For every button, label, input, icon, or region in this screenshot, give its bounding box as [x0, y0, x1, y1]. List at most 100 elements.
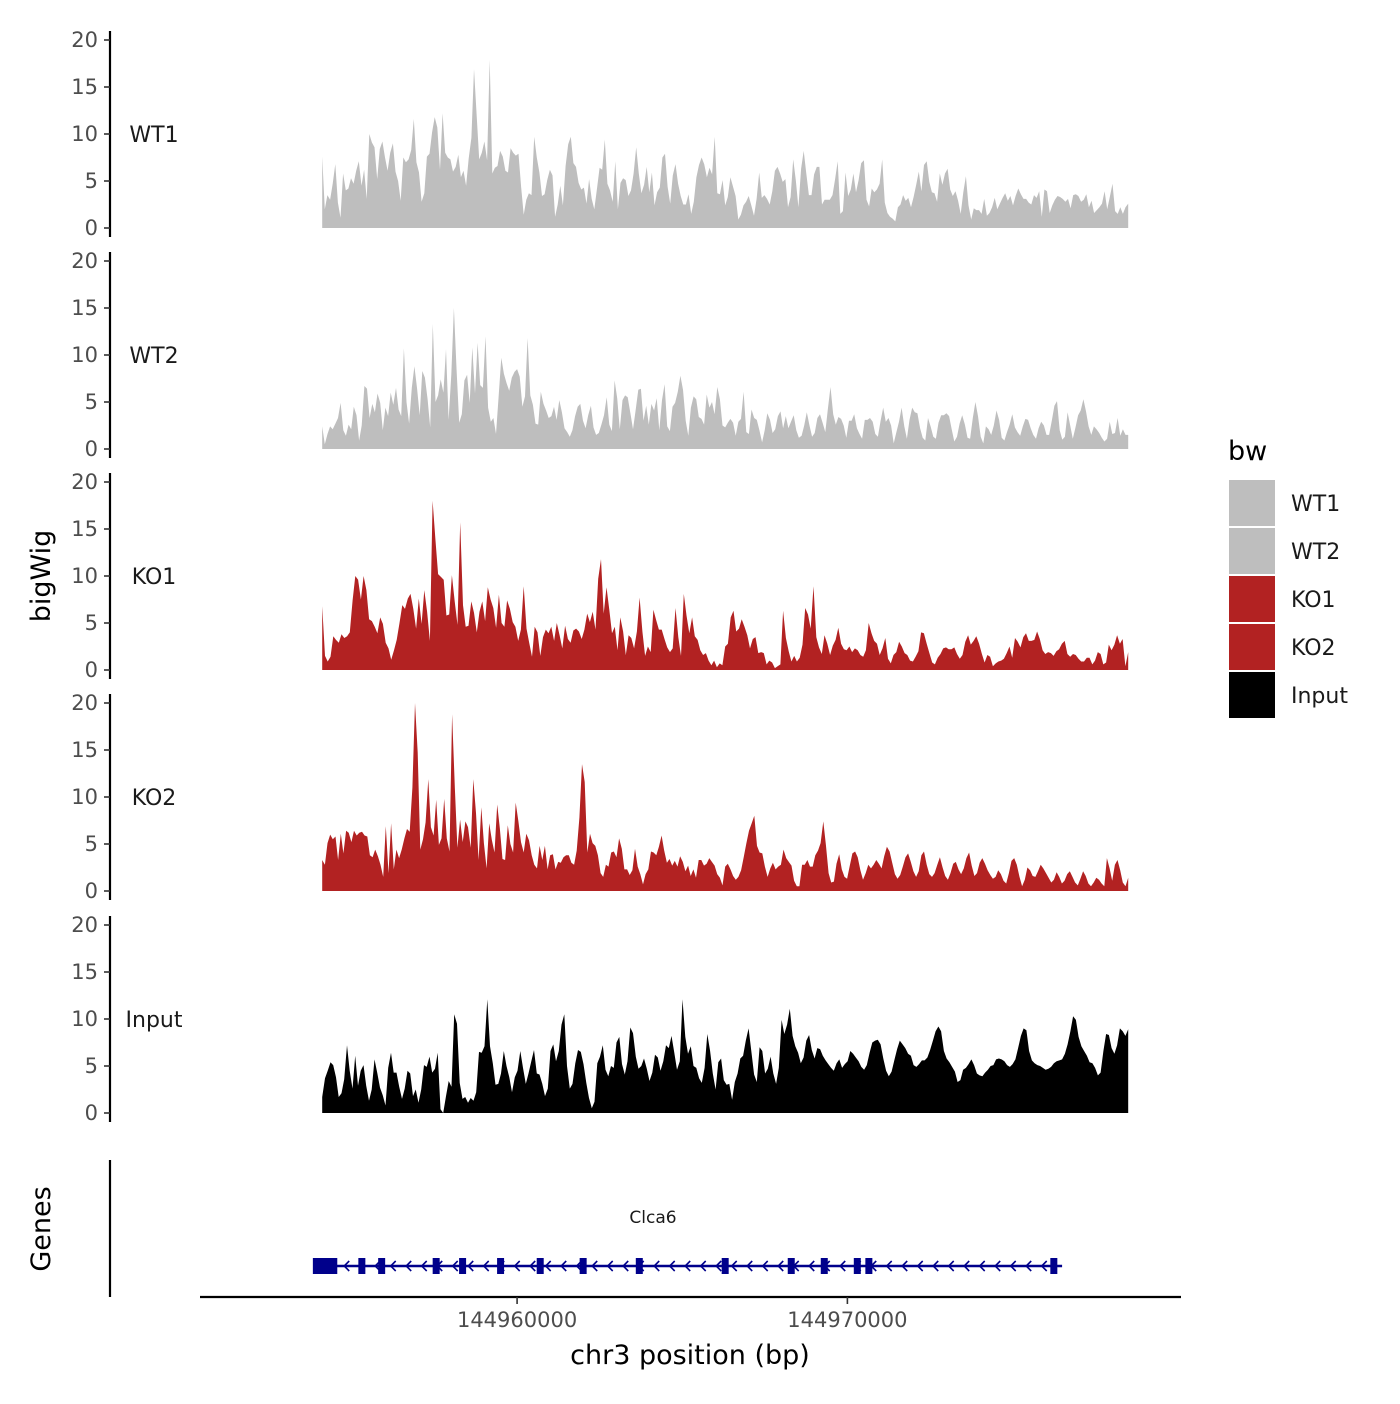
gene-exon [432, 1258, 440, 1274]
strand-arrow [684, 1260, 691, 1272]
strand-arrow [529, 1260, 536, 1272]
strand-arrow [668, 1260, 676, 1272]
y-tick-label: 15 [71, 296, 98, 320]
strand-arrow [606, 1260, 614, 1272]
legend-label: WT2 [1291, 540, 1340, 565]
legend-label: WT1 [1291, 492, 1340, 517]
strand-arrow [730, 1260, 738, 1272]
legend-entry: KO2 [1229, 624, 1336, 670]
y-tick-label: 0 [85, 879, 98, 903]
area-ko1 [322, 500, 1129, 670]
x-tick-label: 144960000 [457, 1308, 577, 1332]
y-tick-label: 5 [85, 169, 98, 193]
gene-exon [820, 1258, 828, 1274]
y-tick-label: 10 [71, 785, 98, 809]
legend-swatch [1229, 576, 1275, 622]
strand-arrow [420, 1260, 428, 1272]
gene-exon [358, 1258, 366, 1274]
gene-exon [721, 1258, 729, 1274]
legend-title: bw [1228, 436, 1267, 467]
x-tick-label: 144970000 [787, 1308, 907, 1332]
strand-arrow [761, 1260, 769, 1272]
track-label: KO1 [132, 565, 177, 590]
gene-exon [497, 1258, 505, 1274]
y-tick-label: 5 [85, 390, 98, 414]
strand-arrow [808, 1260, 815, 1272]
strand-arrow [451, 1260, 459, 1272]
strand-arrow [916, 1260, 924, 1272]
track-ko2: 0 5 10 15 20 KO2 [71, 691, 1129, 903]
gene-exon [312, 1258, 335, 1274]
y-tick-label: 15 [71, 960, 98, 984]
track-input: 0 5 10 15 20 Input [71, 913, 1129, 1125]
legend-entry: KO1 [1229, 576, 1336, 622]
strand-arrow [389, 1260, 397, 1272]
strand-arrow [482, 1260, 490, 1272]
y-axis-title: bigWig [26, 530, 57, 623]
legend-entry: Input [1229, 672, 1348, 718]
gene-exon [1050, 1258, 1058, 1274]
legend-entry: WT1 [1229, 480, 1340, 526]
strand-arrow [715, 1260, 722, 1272]
strand-arrow [560, 1260, 567, 1272]
gene-exon [787, 1258, 795, 1274]
gene-exon [865, 1258, 873, 1274]
gene-exon [635, 1258, 643, 1274]
y-tick-label: 10 [71, 343, 98, 367]
strand-arrow [901, 1260, 908, 1272]
gene-exon [459, 1258, 467, 1274]
area-wt1 [322, 59, 1129, 229]
strand-arrow [932, 1260, 939, 1272]
strand-arrow [467, 1260, 474, 1272]
gene-exon [853, 1258, 861, 1274]
y-tick-label: 20 [71, 913, 98, 937]
strand-arrow [777, 1260, 784, 1272]
y-tick-label: 20 [71, 249, 98, 273]
strand-arrow [978, 1260, 986, 1272]
y-tick-label: 10 [71, 564, 98, 588]
y-tick-label: 0 [85, 658, 98, 682]
y-tick-label: 10 [71, 122, 98, 146]
area-input [322, 999, 1129, 1113]
legend-label: Input [1291, 684, 1348, 709]
gene-exon [536, 1258, 544, 1274]
strand-arrow [947, 1260, 955, 1272]
y-tick-label: 0 [85, 437, 98, 461]
y-tick-label: 15 [71, 517, 98, 541]
strand-arrow [994, 1260, 1001, 1272]
gene-label: Clca6 [629, 1208, 676, 1228]
legend-swatch [1229, 528, 1275, 574]
legend-entry: WT2 [1229, 528, 1340, 574]
strand-arrow [622, 1260, 629, 1272]
track-label: KO2 [132, 786, 177, 811]
genes-layer: Clca6 [108, 1160, 1063, 1297]
area-ko2 [322, 703, 1129, 891]
legend: bw WT1 WT2 KO1 KO2 Input [1228, 436, 1348, 718]
strand-arrow [1040, 1260, 1048, 1272]
strand-arrow [839, 1260, 846, 1272]
y-tick-label: 15 [71, 738, 98, 762]
legend-label: KO1 [1291, 588, 1336, 613]
y-tick-label: 15 [71, 75, 98, 99]
area-wt2 [322, 308, 1129, 449]
strand-arrow [1009, 1260, 1017, 1272]
gene-exon [330, 1258, 338, 1274]
y-tick-label: 5 [85, 611, 98, 635]
legend-label: KO2 [1291, 636, 1336, 661]
strand-arrow [653, 1260, 660, 1272]
track-wt2: 0 5 10 15 20 WT2 [71, 249, 1129, 461]
track-label: Input [126, 1008, 183, 1033]
strand-arrow [591, 1260, 598, 1272]
track-label: WT1 [129, 123, 178, 148]
y-tick-label: 20 [71, 28, 98, 52]
tracks-layer: 0 5 10 15 20 WT1 0 5 10 15 20 WT2 0 5 10 15 20 KO1 0 5 10 15 2… [71, 28, 1129, 1125]
gene-exon [378, 1258, 386, 1274]
genes-axis-title: Genes [26, 1186, 57, 1271]
strand-arrow [963, 1260, 970, 1272]
strand-arrow [746, 1260, 753, 1272]
track-ko1: 0 5 10 15 20 KO1 [71, 470, 1129, 682]
y-tick-label: 20 [71, 470, 98, 494]
y-tick-label: 10 [71, 1007, 98, 1031]
